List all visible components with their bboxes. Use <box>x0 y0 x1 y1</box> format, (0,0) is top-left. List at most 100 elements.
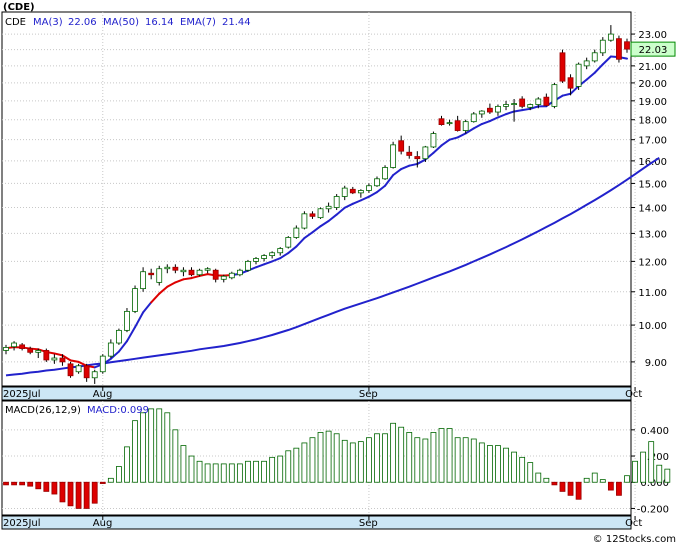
macd-bar <box>390 422 397 483</box>
candle-body <box>583 60 590 67</box>
ema7-segment <box>593 63 604 74</box>
macd-bar <box>333 433 340 483</box>
macd-bar <box>438 428 445 483</box>
candle-body <box>486 107 493 113</box>
macd-bar <box>406 432 413 483</box>
macd-bar <box>325 430 332 483</box>
macd-bar <box>478 442 485 483</box>
candle-body <box>478 110 485 115</box>
ema7-segment <box>134 311 145 329</box>
x-axis-label: Sep <box>359 518 378 529</box>
macd-bar <box>116 466 122 483</box>
macd-legend: MACD(26,12,9) MACD:0.099 <box>5 405 149 416</box>
candle-body <box>27 348 34 353</box>
macd-bar <box>648 441 655 483</box>
candle-body <box>253 258 259 262</box>
macd-bar <box>285 450 292 483</box>
candle-body <box>43 350 50 361</box>
macd-bar <box>599 479 606 483</box>
macd-bar <box>414 437 421 483</box>
macd-bar <box>156 408 163 483</box>
legend-ma50-value: 16.14 <box>145 17 174 28</box>
candle-body <box>333 196 340 208</box>
last-price-tag: 22.03 <box>630 41 676 57</box>
ema7-segment <box>198 273 209 277</box>
macd-bar <box>616 481 622 496</box>
price-tick-label: 21.00 <box>638 62 667 73</box>
ema7-segment <box>303 231 314 240</box>
macd-bar <box>446 428 453 483</box>
candle-body <box>75 365 82 373</box>
candle-body <box>156 268 163 283</box>
macd-bar <box>204 463 211 483</box>
ema7-segment <box>464 127 475 135</box>
last-price-tag-box <box>630 41 676 57</box>
candle-body <box>107 342 114 357</box>
macd-bar <box>75 481 82 509</box>
candle-body <box>599 39 606 54</box>
candle-body <box>551 84 558 107</box>
ema7-segment <box>69 359 80 363</box>
candle-body <box>172 266 179 271</box>
macd-bar <box>140 412 147 483</box>
candle-body <box>624 41 630 50</box>
macd-bar <box>27 481 34 487</box>
legend-ma3-label: MA(3) <box>33 17 63 28</box>
macd-bar <box>366 437 372 483</box>
price-tick-label: 10.00 <box>638 321 667 332</box>
ema7-line-group <box>5 55 628 369</box>
macd-bar <box>486 445 493 483</box>
macd-bar <box>309 437 316 483</box>
ema7-segment <box>480 120 491 126</box>
ema7-segment <box>448 136 459 141</box>
macd-bar <box>567 481 574 496</box>
macd-bar <box>349 442 356 483</box>
ema7-segment <box>343 202 354 209</box>
ema7-segment <box>513 109 524 113</box>
ema7-segment <box>61 354 72 362</box>
macd-bar <box>59 481 66 503</box>
macd-bar <box>83 481 90 509</box>
ema7-segment <box>496 113 508 119</box>
macd-bar <box>317 432 324 483</box>
candle-body <box>277 248 284 254</box>
macd-bar <box>196 460 203 483</box>
ma50-line <box>5 156 660 377</box>
price-tick-label: 15.00 <box>638 179 667 190</box>
macd-bar <box>107 477 114 483</box>
legend-ema7-value: 21.44 <box>222 17 251 28</box>
ma50-line-group <box>5 156 660 377</box>
price-tick-label: 13.00 <box>638 229 667 240</box>
ema7-segment <box>359 195 370 202</box>
candle-body <box>503 104 509 107</box>
ema7-segment <box>488 116 499 123</box>
legend-ticker: CDE <box>5 17 26 28</box>
ema7-segment <box>585 71 596 81</box>
ema7-segment <box>182 277 193 281</box>
candle-body <box>495 105 501 113</box>
ema7-segment <box>327 213 338 223</box>
ema7-segment <box>529 105 540 110</box>
ema7-segment <box>351 199 362 205</box>
candle-body <box>398 140 405 152</box>
candle-body <box>261 255 267 259</box>
macd-bar <box>51 481 58 495</box>
ema7-segment <box>601 55 612 66</box>
ema7-segment <box>255 263 266 269</box>
ema7-segment <box>561 92 572 97</box>
legend-ma3-value: 22.06 <box>68 17 97 28</box>
candle-body <box>301 213 308 229</box>
candle-body <box>293 227 300 238</box>
candle-body <box>470 113 477 123</box>
candle-body <box>220 275 227 280</box>
macd-bar <box>503 447 509 483</box>
ema7-segment <box>400 164 411 171</box>
macd-bar <box>656 464 663 483</box>
ema7-segment <box>392 168 403 177</box>
price-tick-label: 14.00 <box>638 204 667 215</box>
price-tick-label: 19.00 <box>638 97 667 108</box>
macd-bar <box>188 455 195 483</box>
x-axis-label: 2025Jul <box>3 389 41 400</box>
macd-legend-title: MACD(26,12,9) <box>5 405 81 416</box>
macd-bar <box>99 481 106 484</box>
